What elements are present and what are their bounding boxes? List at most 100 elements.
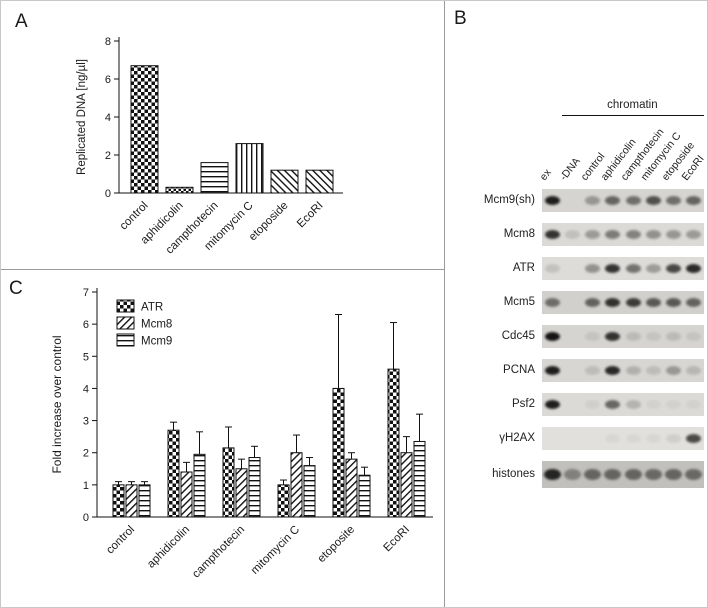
blot-row-label: Mcm8: [503, 228, 535, 240]
legend-label: ATR: [141, 302, 163, 314]
blot-row-label: PCNA: [503, 364, 535, 376]
blot-band: [544, 230, 560, 239]
blot-band: [625, 366, 641, 375]
blot-band: [585, 298, 601, 307]
panel-c-label: C: [9, 278, 23, 299]
blot-image-5: [542, 359, 704, 382]
panel-c: C 0 1 2 3 4 5 6 7 Fold increase over control cont…: [1, 269, 444, 607]
blot-band: [666, 196, 682, 205]
bar-Mcm9-etoposite: [358, 474, 371, 518]
x-tick-label: EcoRI: [381, 524, 412, 555]
blot-band: [686, 264, 702, 273]
blot-band: [644, 469, 662, 480]
bar-Mcm8-control: [125, 484, 138, 518]
blot-band: [625, 230, 641, 239]
blot-band: [544, 400, 560, 409]
blot-band: [666, 400, 682, 409]
blot-band: [686, 298, 702, 307]
y-tick-label: 3: [83, 416, 89, 428]
y-tick-label: 6: [83, 319, 89, 331]
blot-band: [645, 366, 661, 375]
y-tick-label: 0: [83, 512, 89, 524]
x-tick-label: EcoRI: [295, 200, 326, 231]
blot-band: [605, 366, 621, 375]
grouped-bar-chart-fold-increase: 0 1 2 3 4 5 6 7 Fold increase over control contro…: [50, 287, 433, 581]
y-tick-label: 7: [83, 287, 89, 299]
y-tick-label: 4: [105, 112, 111, 124]
y-axis-title: Replicated DNA [ng/µl]: [76, 59, 88, 175]
blot-band: [605, 434, 621, 443]
bar-control: [130, 65, 159, 194]
blot-row-label: histones: [492, 468, 535, 480]
panel-b: B chromatin ex -DNA control aphidicolin campt…: [444, 1, 707, 607]
legend-swatch-ATR: [116, 299, 135, 313]
blot-band: [563, 469, 581, 480]
blot-band: [585, 264, 601, 273]
blot-band: [624, 469, 642, 480]
bar-Mcm8-etoposite: [345, 458, 358, 518]
blot-band: [645, 400, 661, 409]
blot-band: [666, 298, 682, 307]
bar-Mcm9-EcoRI: [413, 440, 426, 518]
x-tick-label: campthotecin: [190, 524, 247, 581]
blot-band: [625, 196, 641, 205]
western-blot-panel: chromatin ex -DNA control aphidicolin camptho…: [445, 1, 707, 607]
panel-b-label: B: [454, 8, 467, 29]
blot-band: [585, 196, 601, 205]
blot-band: [585, 230, 601, 239]
blot-band: [585, 366, 601, 375]
blot-band: [645, 332, 661, 341]
blot-image-2: [542, 257, 704, 280]
blot-row-label: Mcm9(sh): [483, 194, 535, 206]
bar-Mcm9-mitomycin C: [303, 465, 316, 518]
legend-label: Mcm8: [141, 319, 172, 331]
bar-aphidicolin: [165, 186, 194, 194]
bar-ATR-campthotecin: [222, 447, 235, 518]
blot-band: [544, 264, 560, 273]
y-tick-label: 2: [105, 150, 111, 162]
y-tick-label: 4: [83, 383, 89, 395]
blot-band: [686, 230, 702, 239]
y-tick-label: 8: [105, 36, 111, 48]
blot-band: [544, 366, 560, 375]
blot-band: [605, 196, 621, 205]
bar-mitomycin C: [235, 143, 264, 194]
blot-row-label: Mcm5: [503, 296, 535, 308]
chromatin-group-label: chromatin: [607, 99, 658, 111]
blot-band: [625, 264, 641, 273]
bar-ATR-control: [112, 484, 125, 518]
blot-row-label: γH2AX: [499, 432, 535, 444]
blot-image-3: [542, 291, 704, 314]
blot-band: [686, 400, 702, 409]
blot-image-8: [542, 461, 704, 488]
y-tick-label: 6: [105, 74, 111, 86]
blot-image-4: [542, 325, 704, 348]
lane-label: ex: [537, 166, 554, 183]
blot-band: [604, 469, 622, 480]
blot-band: [686, 366, 702, 375]
y-tick-label: 5: [83, 351, 89, 363]
x-tick-label: mitomycin C: [249, 524, 302, 577]
blot-band: [625, 298, 641, 307]
blot-image-6: [542, 393, 704, 416]
blot-band: [625, 434, 641, 443]
blot-band: [686, 196, 702, 205]
blot-row-label: ATR: [512, 262, 535, 274]
panel-a-label: A: [15, 11, 28, 32]
blot-band: [645, 196, 661, 205]
blot-band: [685, 469, 703, 480]
bar-ATR-aphidicolin: [167, 429, 180, 518]
bar-Mcm9-aphidicolin: [193, 453, 206, 518]
y-axis-title: Fold increase over control: [50, 335, 64, 473]
blot-band: [666, 332, 682, 341]
bar-Mcm8-aphidicolin: [180, 471, 193, 518]
blot-band: [666, 434, 682, 443]
bar-campthotecin: [200, 162, 229, 194]
blot-band: [543, 469, 561, 480]
blot-band: [645, 230, 661, 239]
blot-band: [605, 230, 621, 239]
blot-row-label: Cdc45: [501, 330, 535, 342]
blot-image-1: [542, 223, 704, 246]
blot-band: [584, 469, 602, 480]
